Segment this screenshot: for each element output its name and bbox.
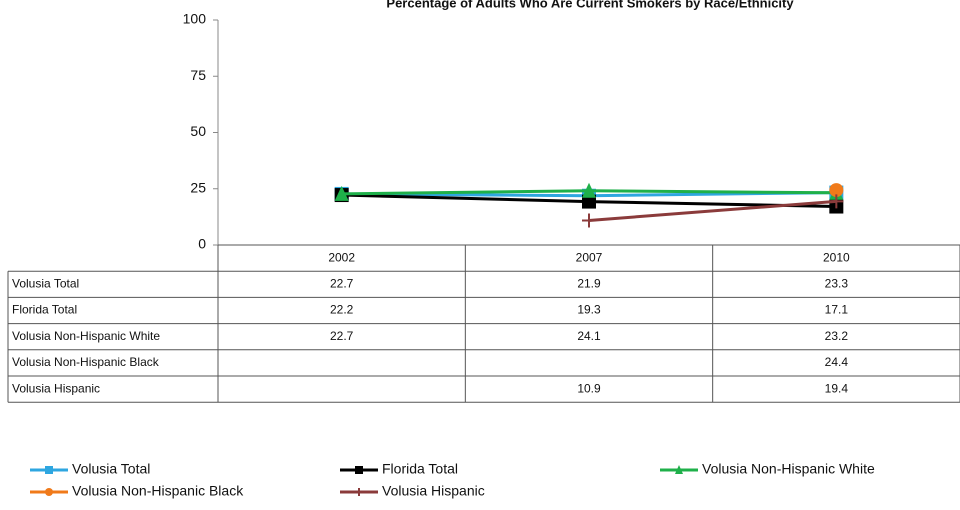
chart-title: Percentage of Adults Who Are Current Smo… [386,0,794,10]
row-label: Volusia Non-Hispanic Black [12,355,160,369]
table-value: 23.2 [825,329,849,343]
legend-label: Volusia Non-Hispanic Black [72,483,244,499]
row-label: Florida Total [12,303,77,317]
y-tick-label: 50 [190,123,206,139]
marker [45,466,53,474]
table-value: 19.3 [577,303,601,317]
table-value: 21.9 [577,276,601,290]
marker [675,465,683,474]
x-tick-label: 2010 [823,250,850,264]
x-tick-label: 2002 [328,250,355,264]
marker [829,183,844,198]
table-value: 22.7 [330,329,354,343]
marker [355,466,363,474]
table-value: 19.4 [825,381,849,395]
legend-label: Florida Total [382,461,458,477]
y-tick-label: 25 [190,179,206,195]
table-value: 24.1 [577,329,601,343]
row-label: Volusia Hispanic [12,381,100,395]
marker [45,488,53,496]
y-tick-label: 75 [190,67,206,83]
x-tick-label: 2007 [576,250,603,264]
marker [582,213,596,228]
table-value: 23.3 [825,276,849,290]
table-value: 22.2 [330,303,354,317]
legend-label: Volusia Hispanic [382,483,485,499]
series-line [588,199,837,222]
marker [829,194,844,209]
marker [334,185,349,201]
table-value: 17.1 [825,303,849,317]
table-value: 10.9 [577,381,601,395]
table-value: 22.7 [330,276,354,290]
y-tick-label: 100 [183,11,207,27]
marker [582,194,596,209]
row-label: Volusia Non-Hispanic White [12,329,160,343]
table-value: 24.4 [825,355,849,369]
marker [355,488,363,496]
legend-label: Volusia Non-Hispanic White [702,461,875,477]
y-tick-label: 0 [198,236,206,252]
marker [582,182,596,198]
row-label: Volusia Total [12,276,79,290]
legend-label: Volusia Total [72,461,150,477]
